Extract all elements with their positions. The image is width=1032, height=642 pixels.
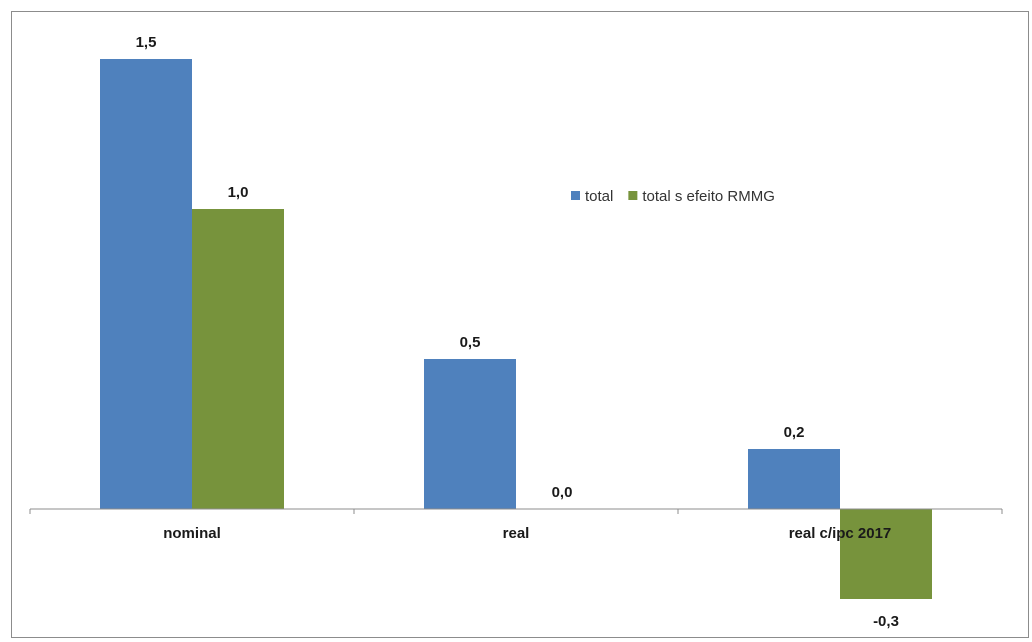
data-label-total-2: 0,5 <box>460 334 481 351</box>
x-tick-label: real <box>503 525 530 542</box>
bar-total-s-efeito-rmmg-3 <box>840 509 932 599</box>
data-label-total-s-efeito-rmmg-3: -0,3 <box>873 613 899 630</box>
data-label-total-s-efeito-rmmg-2: 0,0 <box>552 484 573 501</box>
legend-label-1: total <box>585 188 613 205</box>
bar-total-s-efeito-rmmg-1 <box>192 209 284 509</box>
bar-total-2 <box>424 359 516 509</box>
bar-total-1 <box>100 59 192 509</box>
bar-total-3 <box>748 449 840 509</box>
legend-label-2: total s efeito RMMG <box>642 188 775 205</box>
x-tick-label: nominal <box>163 525 221 542</box>
data-label-total-s-efeito-rmmg-1: 1,0 <box>228 184 249 201</box>
legend-swatch-1 <box>571 191 580 200</box>
x-tick-label: real c/ipc 2017 <box>789 525 892 542</box>
data-label-total-3: 0,2 <box>784 424 805 441</box>
data-label-total-1: 1,5 <box>136 34 157 51</box>
legend-swatch-2 <box>628 191 638 200</box>
